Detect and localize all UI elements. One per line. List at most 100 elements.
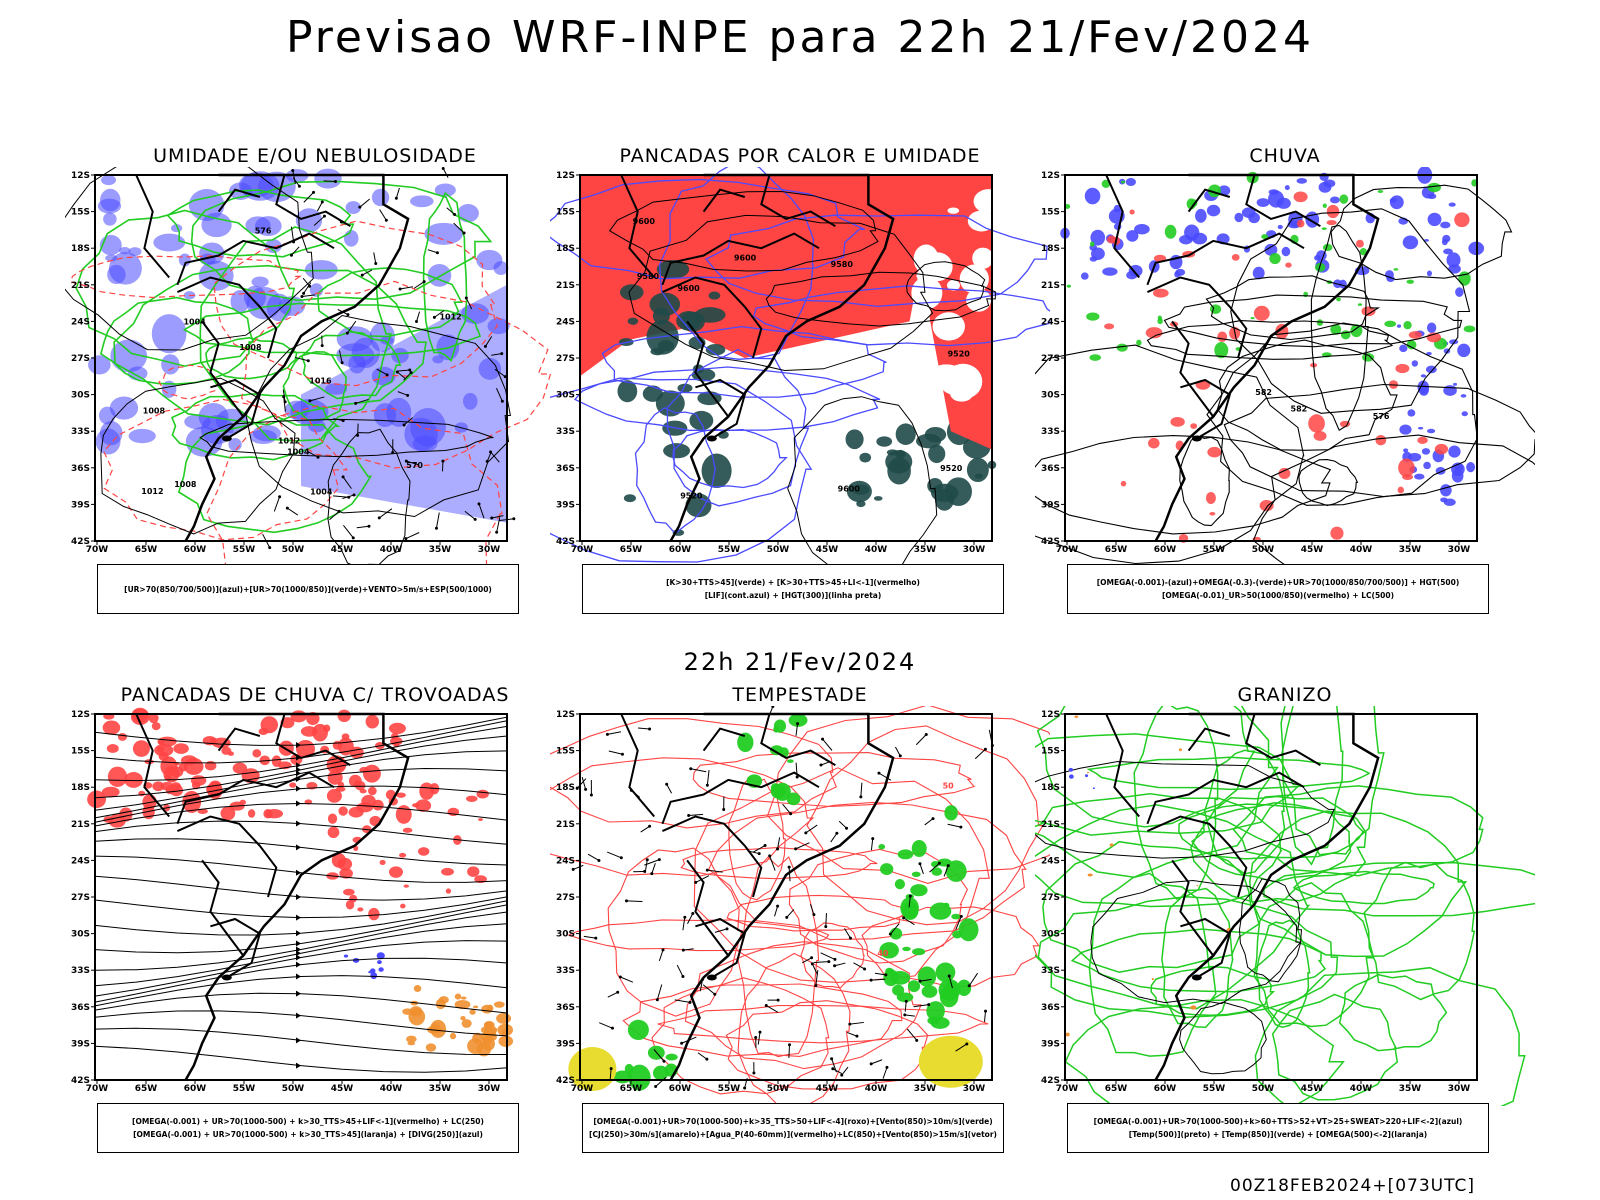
jet-streamline <box>94 975 508 1007</box>
lon-tick-label: 60W <box>1154 1084 1177 1094</box>
omega-red-area <box>1408 331 1422 339</box>
panel-title: GRANIZO <box>1237 684 1333 706</box>
thunderstorm-red-area <box>332 740 342 750</box>
vector-head <box>764 1003 768 1007</box>
contour-label: 40 <box>877 949 889 958</box>
vector-head <box>725 927 729 931</box>
thunderstorm-red-area <box>337 857 353 871</box>
omega-green-area <box>1261 234 1269 240</box>
state-border <box>1187 727 1231 752</box>
vector-head <box>830 1057 834 1061</box>
instability-green-area <box>945 477 972 507</box>
thunderstorm-red-area <box>170 766 184 778</box>
omega-blue-area <box>1408 452 1422 462</box>
contour-label: 1004 <box>310 488 333 497</box>
thunderstorm-red-area <box>363 764 381 783</box>
contour-label: 9600 <box>633 217 656 226</box>
wind-vector <box>316 201 323 212</box>
wind-vector <box>846 1031 858 1037</box>
thunderstorm-red-area <box>87 790 107 809</box>
streamline-850-contour <box>806 725 1044 926</box>
contour-label: 9520 <box>940 464 963 473</box>
lagoon-shape <box>221 974 232 981</box>
wind-850-green-area <box>902 946 911 952</box>
geopotential-contour <box>1252 434 1535 567</box>
divergence-blue-dot <box>370 972 378 980</box>
omega-red-area <box>1148 437 1160 449</box>
vector-head <box>402 423 406 427</box>
humidity-blue-area <box>434 183 456 197</box>
omega-blue-area <box>1277 224 1283 230</box>
contour-label: 1004 <box>183 317 206 326</box>
lon-tick-label: 40W <box>380 1084 403 1094</box>
wind-vector <box>301 294 316 298</box>
omega-blue-area <box>1234 212 1244 223</box>
vector-head <box>650 872 654 876</box>
thunderstorm-orange-area <box>406 1035 417 1043</box>
wind-850-green-area <box>911 871 921 878</box>
lon-tick-label: 50W <box>1252 1084 1275 1094</box>
humidity-blue-area <box>107 264 126 285</box>
geopotential-contour <box>1216 339 1398 451</box>
lat-tick-label: 12S <box>71 710 90 720</box>
lon-tick-label: 65W <box>1105 1084 1128 1094</box>
omega-blue-area <box>1448 264 1461 274</box>
streamline-arrow <box>296 930 301 937</box>
state-border <box>135 174 170 279</box>
wind-vector <box>690 768 707 773</box>
vector-head <box>500 399 504 403</box>
state-border <box>1171 859 1215 957</box>
vector-head <box>435 251 439 255</box>
omega-blue-area <box>1179 234 1193 245</box>
thunderstorm-orange-area <box>407 1041 416 1046</box>
omega-green-area <box>1269 253 1281 265</box>
vector-head <box>441 459 445 463</box>
streamline-arrow <box>296 950 301 957</box>
vector-head <box>869 1062 873 1066</box>
instability-green-area <box>656 259 690 279</box>
wind-vector <box>573 864 584 870</box>
vector-head <box>848 1022 852 1026</box>
streamline-850-contour <box>622 983 903 1057</box>
thunderstorm-red-area <box>379 859 386 866</box>
omega-red-area <box>1104 323 1115 330</box>
wind-vector <box>795 842 810 850</box>
omega-blue-area <box>1248 212 1260 224</box>
state-border <box>661 276 763 359</box>
wind-vector <box>924 818 934 826</box>
jet-streamline <box>94 904 508 954</box>
wind-vector <box>871 1059 883 1065</box>
vector-head <box>915 1038 919 1042</box>
thunderstorm-red-area <box>101 786 120 798</box>
omega-green-area <box>1330 324 1342 335</box>
wind-vector <box>830 832 838 843</box>
vector-head <box>340 361 344 365</box>
humidity-blue-area <box>188 189 225 221</box>
lat-tick-label: 21S <box>556 281 575 291</box>
lat-tick-label: 24S <box>71 317 90 327</box>
omega-green-area <box>1086 312 1100 321</box>
vector-head <box>687 814 691 818</box>
main-title: Previsao WRF-INPE para 22h 21/Fev/2024 <box>286 12 1314 63</box>
vector-head <box>833 964 837 968</box>
wind-vector <box>413 281 425 289</box>
lat-tick-label: 21S <box>71 820 90 830</box>
vector-head <box>859 795 863 799</box>
omega-blue-area <box>1084 187 1101 205</box>
lat-tick-label: 15S <box>71 208 90 218</box>
streamline-850-contour <box>680 847 878 880</box>
wind-vector <box>832 1068 843 1075</box>
temp-850-contour <box>1363 861 1476 1001</box>
omega-green-area <box>1403 321 1412 330</box>
wind-vector <box>378 508 393 519</box>
jet-streamline <box>94 802 508 827</box>
wind-vector <box>583 935 596 939</box>
wind-vector <box>795 723 799 736</box>
vector-head <box>341 475 345 479</box>
lon-tick-label: 30W <box>1448 1084 1471 1094</box>
thunderstorm-orange-area <box>460 1015 466 1021</box>
vector-head <box>297 184 301 188</box>
state-border <box>275 713 351 767</box>
vector-head <box>902 916 906 920</box>
